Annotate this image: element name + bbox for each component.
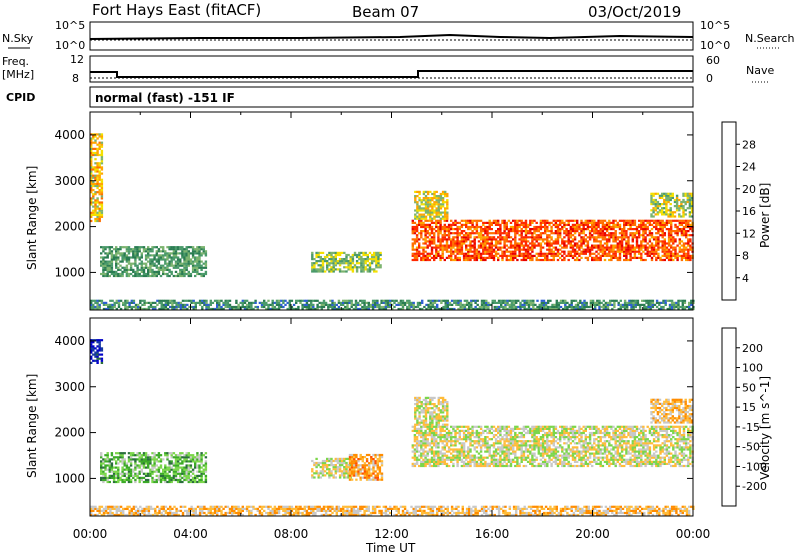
velocity-region-7 <box>90 505 695 517</box>
velocity-region-1 <box>311 457 352 479</box>
power-ytick-label: 2000 <box>54 220 85 234</box>
time-axis-label: Time UT <box>365 541 416 554</box>
velocity-panel: 4000 3000 2000 1000 Slant Range [km] 200 100… <box>25 317 772 517</box>
velocity-colorbar-tick-label: 100 <box>742 362 763 375</box>
power-ylabel: Slant Range [km] <box>25 166 39 270</box>
freq-trace <box>90 70 693 78</box>
power-ytick-label: 3000 <box>54 174 85 188</box>
cpid-strip-frame <box>89 86 694 108</box>
power-colorbar-tick-label: 28 <box>742 138 756 151</box>
power-colorbar-tick-label: 8 <box>742 250 749 263</box>
velocity-ytick-label: 1000 <box>54 471 85 485</box>
velocity-ytick-label: 4000 <box>54 334 85 348</box>
power-colorbar: 28 24 20 16 12 8 4 <box>721 121 756 301</box>
power-region-4 <box>650 192 694 218</box>
freq-strip-frame <box>89 55 694 83</box>
velocity-colorbar-label: Velocity [m s^-1] <box>758 376 772 480</box>
station-title: Fort Hays East (fitACF) <box>92 1 261 19</box>
power-heatmap-cells <box>90 133 695 311</box>
power-panel-frame <box>89 111 694 311</box>
velocity-region-6 <box>90 339 104 364</box>
velocity-ylabel: Slant Range [km] <box>25 374 39 478</box>
power-region-1 <box>311 251 382 273</box>
velocity-colorbar-tick-label: 50 <box>742 381 756 394</box>
time-tick-label: 12:00 <box>374 527 409 541</box>
velocity-colorbar-tick-label: -100 <box>742 460 767 473</box>
velocity-colorbar: 200 100 50 15 -15 -50 -100 -200 <box>721 327 767 507</box>
power-colorbar-label: Power [dB] <box>758 183 772 248</box>
velocity-region-2 <box>348 453 384 481</box>
nsky-tick-top: 10^5 <box>55 19 85 32</box>
power-colorbar-tick-label: 20 <box>742 183 756 196</box>
power-colorbar-tick-label: 24 <box>742 161 756 174</box>
velocity-axes: 4000 3000 2000 1000 <box>54 318 694 516</box>
velocity-ytick-label: 3000 <box>54 380 85 394</box>
nsky-trace <box>89 33 694 40</box>
freq-unit: [MHz] <box>2 68 34 81</box>
time-axis-ticks: 00:00 04:00 08:00 12:00 16:00 20:00 00:00 <box>73 527 711 541</box>
power-region-5 <box>90 133 104 223</box>
cpid-text: normal (fast) -151 IF <box>95 91 235 105</box>
velocity-colorbar-tick-label: 15 <box>742 401 756 414</box>
time-tick-label: 04:00 <box>173 527 208 541</box>
power-ytick-label: 1000 <box>54 265 85 279</box>
freq-tick-top: 12 <box>70 53 84 66</box>
time-tick-label: 08:00 <box>274 527 309 541</box>
nsky-tick-bottom: 10^0 <box>55 39 85 52</box>
cpid-label: CPID <box>6 91 35 104</box>
power-colorbar-tick-label: 12 <box>742 227 756 240</box>
velocity-colorbar-tick-label: -15 <box>742 421 760 434</box>
velocity-colorbar-tick-label: -200 <box>742 480 767 493</box>
power-region-2 <box>411 219 694 262</box>
velocity-heatmap-cells <box>90 339 695 517</box>
beam-title: Beam 07 <box>352 3 419 21</box>
nsearch-tick-top: 10^5 <box>700 19 730 32</box>
time-tick-label: 16:00 <box>475 527 510 541</box>
power-ytick-label: 4000 <box>54 128 85 142</box>
time-tick-label: 00:00 <box>676 527 711 541</box>
power-region-0 <box>100 246 208 278</box>
power-panel: 4000 3000 2000 1000 Slant Range [km] 28 24 20… <box>25 111 772 311</box>
velocity-region-0 <box>100 452 208 484</box>
nsky-label: N.Sky <box>2 32 34 45</box>
nave-tick-bottom: 0 <box>706 72 713 85</box>
nave-label: Nave <box>746 64 774 77</box>
freq-tick-bottom: 8 <box>72 72 79 85</box>
power-colorbar-tick-label: 4 <box>742 272 749 285</box>
power-axes: 4000 3000 2000 1000 <box>54 112 694 310</box>
time-tick-label: 00:00 <box>73 527 108 541</box>
time-tick-label: 20:00 <box>575 527 610 541</box>
power-colorbar-tick-label: 16 <box>742 205 756 218</box>
power-region-6 <box>90 299 695 311</box>
velocity-colorbar-tick-label: -50 <box>742 441 760 454</box>
velocity-ytick-label: 2000 <box>54 426 85 440</box>
velocity-region-5 <box>650 398 694 424</box>
nsearch-label: N.Search <box>745 32 795 45</box>
nave-tick-top: 60 <box>706 54 720 67</box>
velocity-panel-frame <box>89 317 694 517</box>
freq-label: Freq. <box>2 55 29 68</box>
power-region-3 <box>414 190 449 220</box>
date-title: 03/Oct/2019 <box>588 3 681 21</box>
nsearch-tick-bottom: 10^0 <box>700 39 730 52</box>
velocity-region-4 <box>414 396 449 426</box>
velocity-colorbar-tick-label: 200 <box>742 342 763 355</box>
velocity-region-3 <box>411 425 694 468</box>
